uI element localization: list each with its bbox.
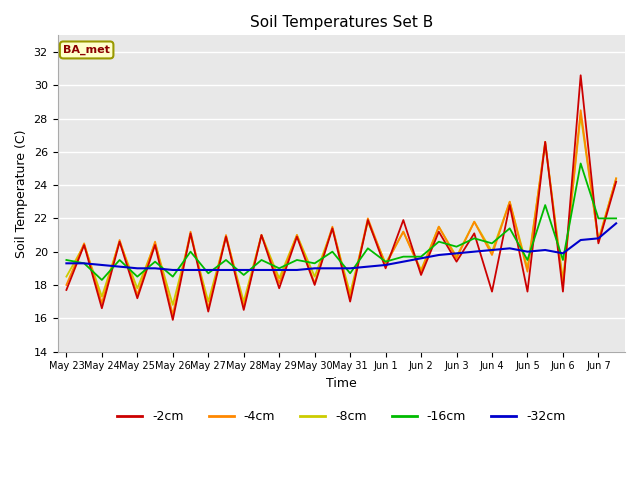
Text: BA_met: BA_met [63,45,110,55]
Legend: -2cm, -4cm, -8cm, -16cm, -32cm: -2cm, -4cm, -8cm, -16cm, -32cm [112,405,570,428]
Title: Soil Temperatures Set B: Soil Temperatures Set B [250,15,433,30]
Y-axis label: Soil Temperature (C): Soil Temperature (C) [15,129,28,258]
X-axis label: Time: Time [326,377,356,390]
